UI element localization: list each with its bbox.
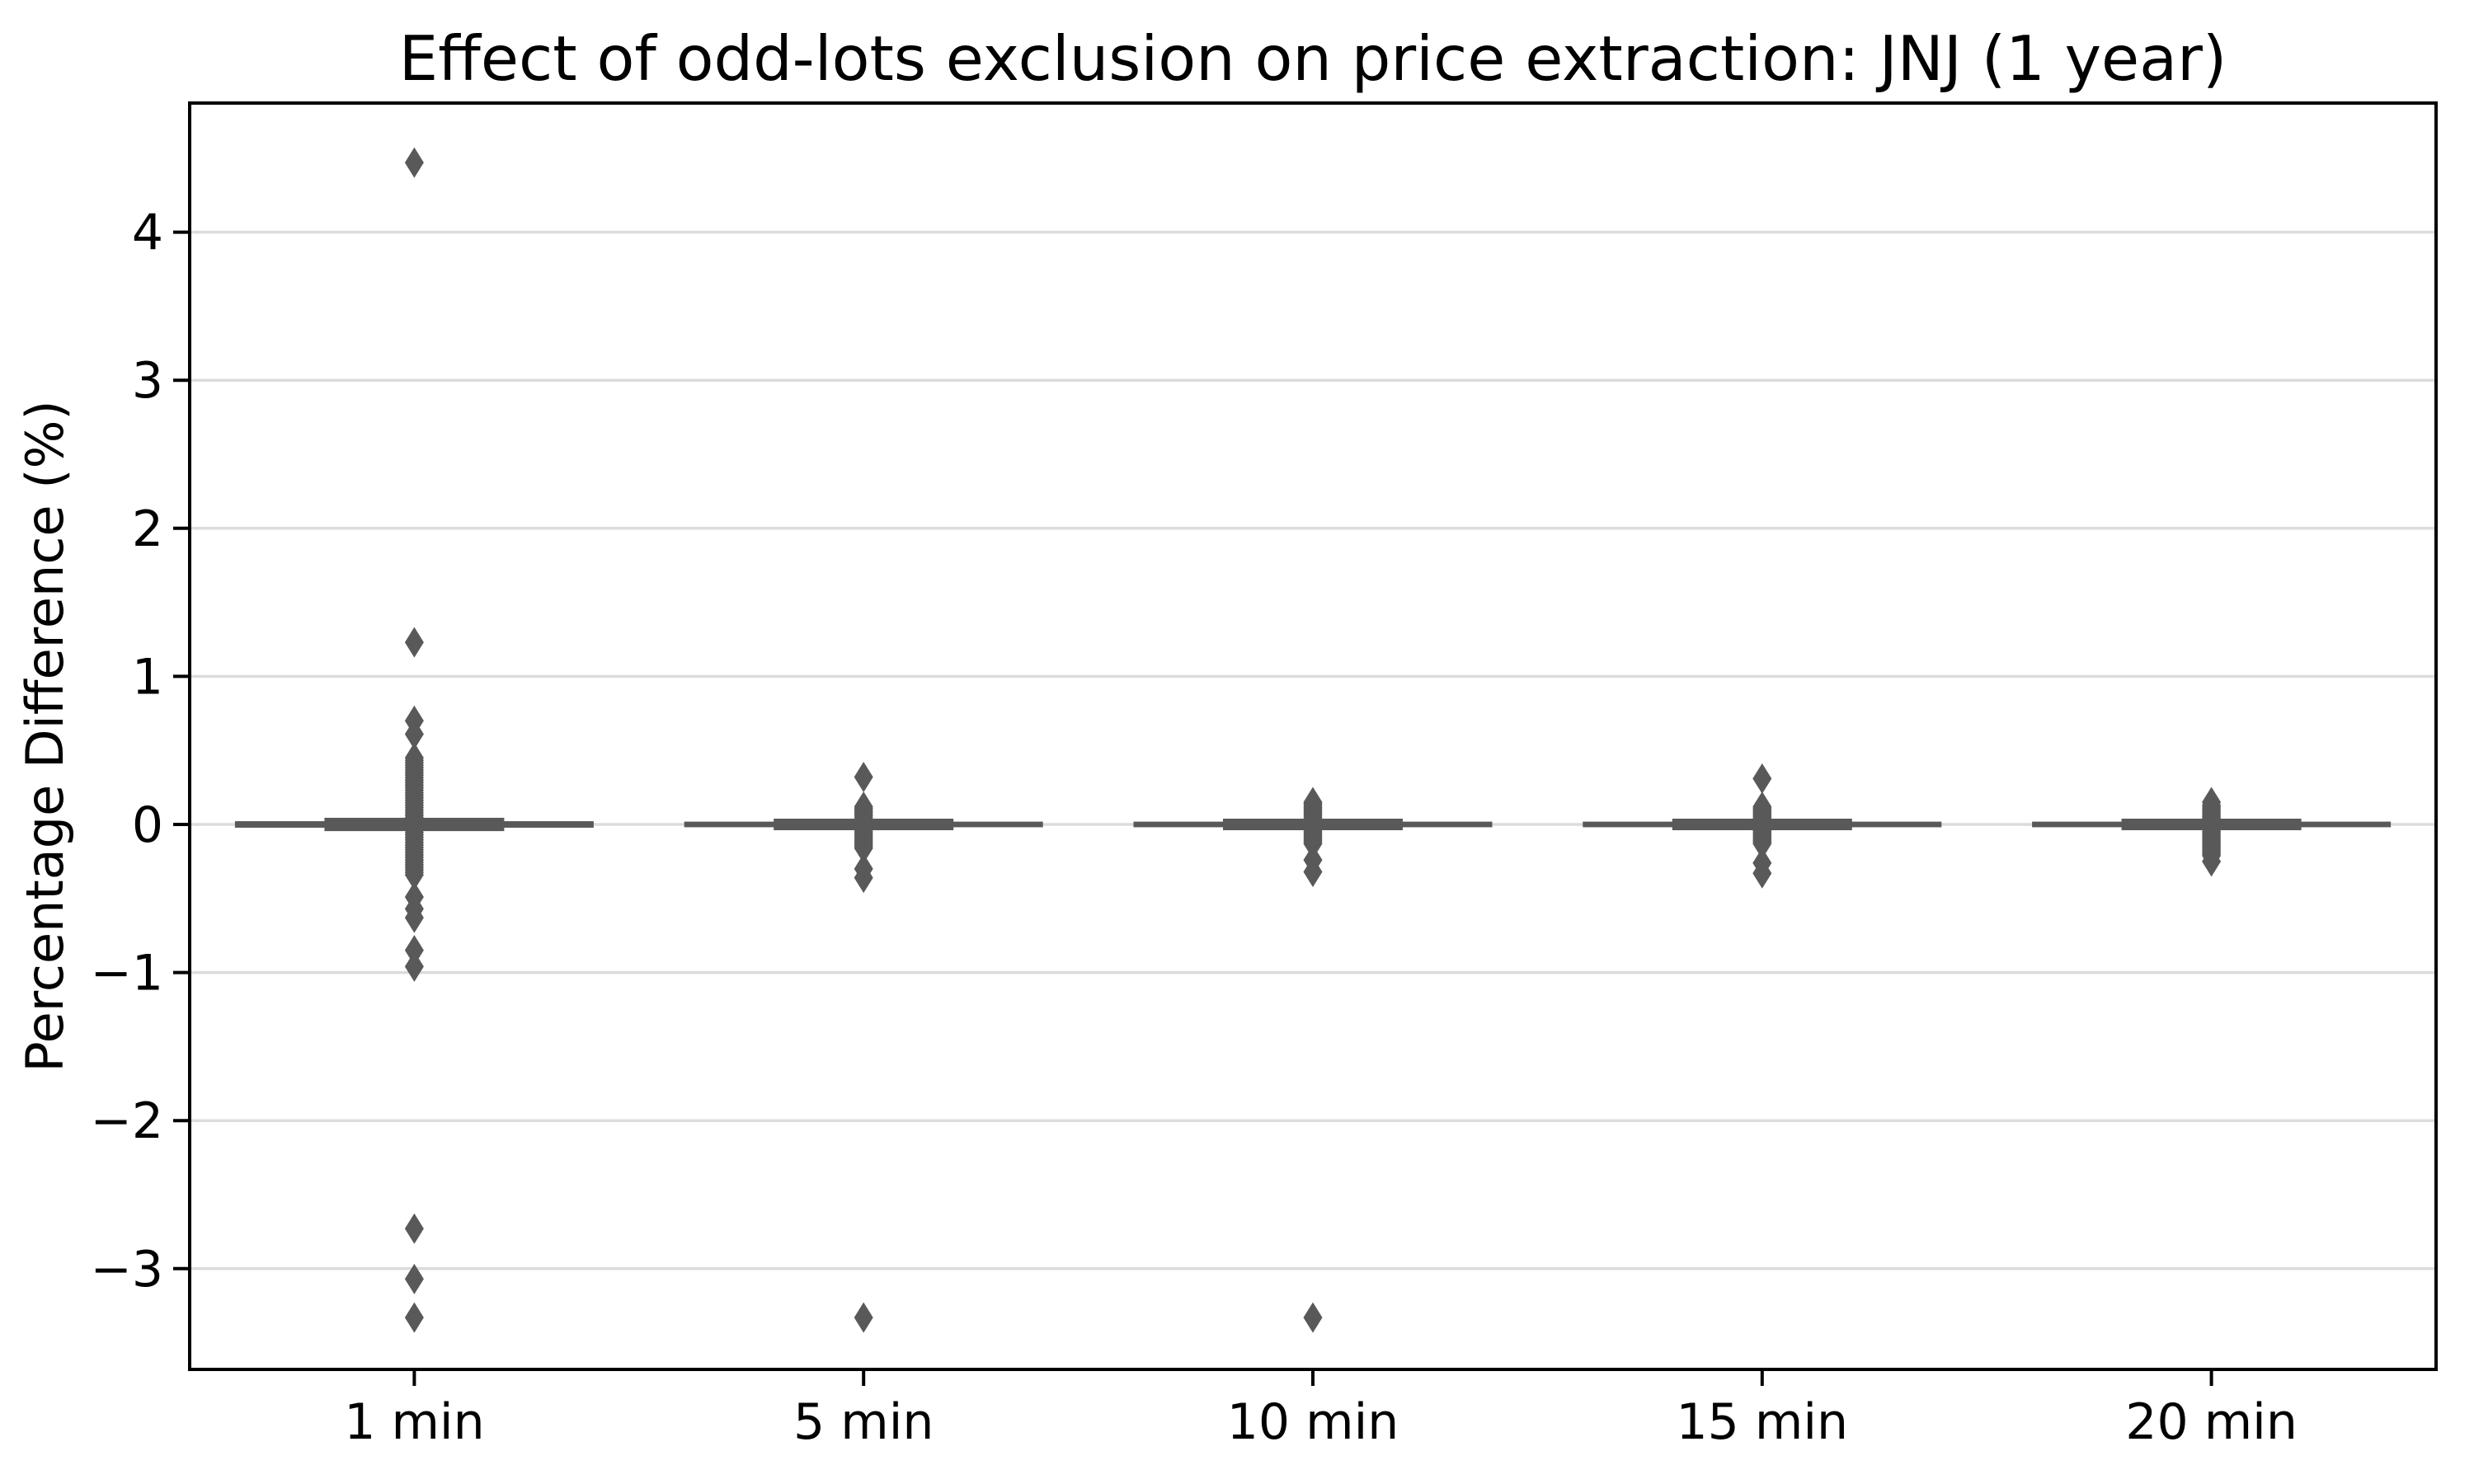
outlier-diamond (404, 147, 424, 178)
gridlines-layer (190, 230, 2436, 1270)
y-tick-label: 2 (132, 500, 163, 558)
y-tick-label: 3 (132, 352, 163, 410)
axis-ticks-layer (173, 230, 2213, 1386)
x-tick-label: 10 min (1227, 1393, 1399, 1451)
outlier-diamond (1752, 857, 1772, 889)
y-tick-label: −1 (91, 945, 163, 1003)
y-tick-label: 1 (132, 648, 163, 706)
x-tick-label: 5 min (793, 1393, 934, 1451)
outlier-diamond (404, 1213, 424, 1244)
chart-title: Effect of odd-lots exclusion on price ex… (399, 22, 2227, 95)
outlier-diamond (854, 862, 873, 894)
y-axis-label: Percentage Difference (%) (15, 400, 75, 1072)
outlier-diamond (404, 859, 424, 890)
box-group-5 (2032, 787, 2392, 877)
outlier-diamond (1303, 856, 1323, 887)
outlier-diamond (404, 951, 424, 982)
outlier-diamond (404, 935, 424, 966)
outlier-diamond (404, 718, 424, 749)
outlier-diamond (404, 902, 424, 933)
outlier-diamond (404, 1302, 424, 1333)
y-tick-label: −3 (91, 1241, 163, 1298)
box-group-4 (1583, 763, 1942, 889)
x-tick-label: 1 min (344, 1393, 484, 1451)
outlier-diamond (1752, 763, 1772, 794)
boxplot-data-layer (234, 147, 2392, 1333)
plot-border (188, 101, 2438, 1371)
outlier-diamond (2202, 846, 2222, 877)
box-group-1 (234, 147, 594, 1333)
outlier-diamond (1303, 1302, 1323, 1333)
box-group-3 (1133, 787, 1493, 1333)
outlier-diamond (854, 833, 873, 864)
x-tick-label: 20 min (2125, 1393, 2298, 1451)
x-tick-label: 15 min (1677, 1393, 1849, 1451)
x-tick-labels: 1 min 5 min 10 min 15 min 20 min (344, 1393, 2298, 1451)
y-tick-label: −2 (91, 1092, 163, 1150)
outlier-diamond (1752, 828, 1772, 859)
outlier-diamond (854, 762, 873, 793)
outlier-diamond (2202, 787, 2222, 818)
outlier-diamond (1303, 787, 1323, 818)
outlier-diamond (404, 627, 424, 658)
outlier-diamond (854, 1302, 873, 1333)
y-tick-label: 4 (132, 204, 163, 262)
y-tick-label: 0 (132, 796, 163, 854)
outlier-diamond (1303, 828, 1323, 859)
outlier-diamond (404, 1263, 424, 1294)
y-tick-labels: 4 3 2 1 0 −1 −2 −3 (91, 204, 163, 1298)
box-group-2 (684, 762, 1043, 1333)
